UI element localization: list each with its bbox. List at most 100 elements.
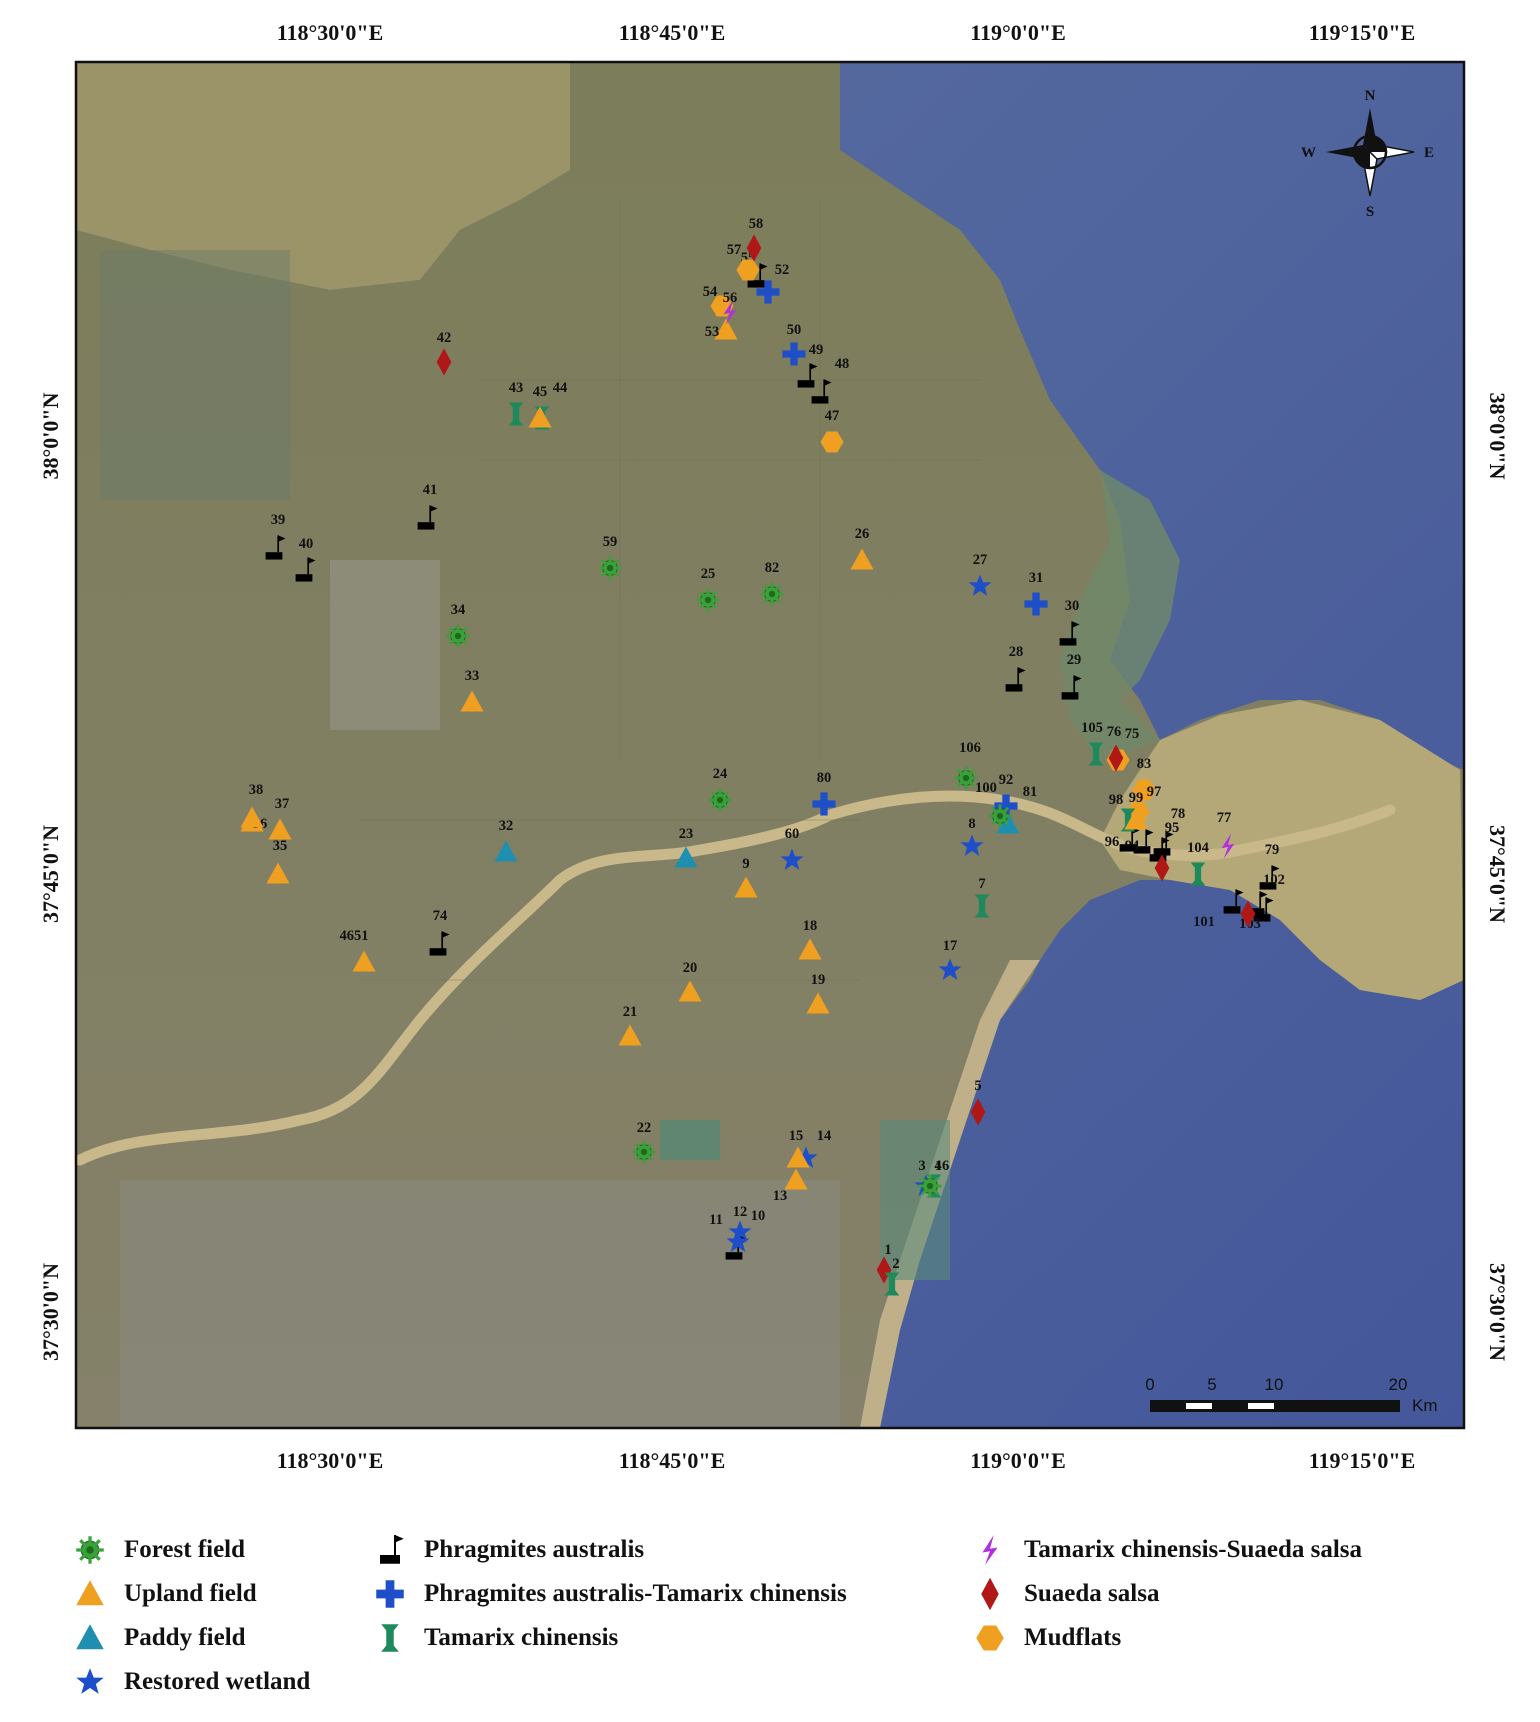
legend-label: Forest field — [124, 1536, 246, 1563]
site-label-60: 60 — [785, 826, 800, 842]
site-label-14: 14 — [817, 1128, 832, 1144]
site-label-26: 26 — [855, 526, 870, 542]
site-label-23: 23 — [679, 826, 694, 842]
site-marker-2 — [884, 1272, 900, 1296]
site-label-11: 11 — [709, 1212, 723, 1228]
site-marker-31 — [1024, 592, 1048, 616]
top-lon-tick: 118°45'0"E — [619, 20, 726, 45]
legend-item-paddy: Paddy field — [70, 1618, 246, 1658]
site-label-9: 9 — [742, 856, 749, 872]
site-marker-95 — [1149, 837, 1170, 862]
site-label-21: 21 — [623, 1004, 638, 1020]
legend-symbol-tamarix-icon — [381, 1624, 399, 1652]
site-label-34: 34 — [451, 602, 466, 618]
north-label-w: W — [1301, 145, 1316, 161]
site-label-98: 98 — [1109, 792, 1124, 808]
left-lat-tick: 37°45'0"N — [38, 825, 63, 923]
site-label-75: 75 — [1125, 726, 1140, 742]
site-marker-83 — [1132, 779, 1156, 801]
site-marker-43 — [508, 402, 524, 426]
site-label-39: 39 — [271, 512, 286, 528]
legend-symbol-suaeda-icon — [981, 1577, 999, 1611]
site-label-15: 15 — [789, 1128, 804, 1144]
scale-tick-10: 10 — [1265, 1375, 1284, 1394]
site-marker-26 — [850, 548, 874, 570]
legend-item-tamarix: Tamarix chinensis — [370, 1618, 618, 1658]
legend-item-suaeda: Suaeda salsa — [970, 1574, 1159, 1614]
site-label-33: 33 — [465, 668, 480, 684]
site-marker-27 — [968, 574, 992, 596]
site-label-19: 19 — [811, 972, 826, 988]
site-label-35: 35 — [273, 838, 288, 854]
legend-item-forest: Forest field — [70, 1530, 245, 1570]
site-label-7: 7 — [978, 876, 985, 892]
bottom-lon-tick: 118°45'0"E — [619, 1448, 726, 1473]
left-lat-tick: 37°30'0"N — [38, 1263, 63, 1361]
scale-unit: Km — [1412, 1396, 1438, 1415]
site-marker-103 — [1247, 891, 1268, 916]
site-label-32: 32 — [499, 818, 514, 834]
site-label-42: 42 — [437, 330, 452, 346]
site-label-99: 99 — [1129, 790, 1144, 806]
coordinate-ticks: 118°30'0"E 118°45'0"E 119°0'0"E 119°15'0"E 1… — [38, 20, 1510, 1473]
site-label-17: 17 — [943, 938, 958, 954]
legend-label: Phragmites australis — [424, 1536, 645, 1563]
legend-item-tamsuaeda: Tamarix chinensis-Suaeda salsa — [970, 1530, 1362, 1570]
site-label-77: 77 — [1217, 810, 1232, 826]
site-label-28: 28 — [1009, 644, 1024, 660]
site-label-13: 13 — [773, 1188, 788, 1204]
site-label-95: 95 — [1165, 820, 1180, 836]
site-marker-37 — [268, 818, 292, 840]
site-marker-55 — [747, 263, 768, 288]
site-label-18: 18 — [803, 918, 818, 934]
site-label-56: 56 — [723, 290, 738, 306]
site-marker-56 — [723, 299, 737, 325]
site-label-27: 27 — [973, 552, 988, 568]
site-marker-22 — [632, 1140, 656, 1164]
site-label-48: 48 — [835, 356, 850, 372]
site-label-5: 5 — [974, 1078, 981, 1094]
site-marker-52 — [756, 280, 780, 304]
legend-item-mudflat: Mudflats — [970, 1618, 1121, 1658]
scale-tick-20: 20 — [1389, 1375, 1408, 1394]
site-label-47: 47 — [825, 408, 840, 424]
site-marker-49 — [797, 363, 818, 388]
site-marker-8 — [960, 834, 984, 856]
site-marker-5 — [970, 1098, 986, 1126]
site-marker-82 — [760, 582, 784, 606]
site-label-105: 105 — [1081, 720, 1103, 736]
site-marker-12 — [726, 1230, 750, 1252]
legend-symbol-paddy-icon — [76, 1624, 104, 1650]
north-label-s: S — [1366, 204, 1374, 220]
site-label-4651: 4651 — [340, 928, 369, 944]
legend-symbol-restored-icon — [76, 1668, 104, 1694]
top-lon-tick: 119°0'0"E — [970, 20, 1066, 45]
site-label-41: 41 — [423, 482, 438, 498]
site-label-81: 81 — [1023, 784, 1038, 800]
site-marker-57 — [736, 259, 760, 281]
right-lat-tick: 37°45'0"N — [1485, 825, 1510, 923]
site-marker-74 — [429, 931, 450, 956]
site-label-8: 8 — [968, 816, 975, 832]
left-lat-tick: 38°0'0"N — [38, 392, 63, 479]
site-marker-15 — [786, 1146, 810, 1168]
site-marker-28 — [1005, 667, 1026, 692]
bottom-lon-tick: 119°0'0"E — [970, 1448, 1066, 1473]
site-label-22: 22 — [637, 1120, 652, 1136]
north-label-n: N — [1365, 88, 1376, 104]
site-label-58: 58 — [749, 216, 764, 232]
site-marker-60 — [780, 848, 804, 870]
site-marker-33 — [460, 690, 484, 712]
legend-item-phrag: Phragmites australis — [370, 1530, 644, 1570]
site-marker-7 — [974, 894, 990, 918]
legend-label: Upland field — [124, 1580, 257, 1607]
site-marker-100 — [988, 804, 1012, 828]
site-marker-20 — [678, 980, 702, 1002]
legend-label: Tamarix chinensis-Suaeda salsa — [1024, 1536, 1363, 1563]
site-label-102: 102 — [1263, 872, 1285, 888]
site-marker-10 — [728, 1220, 752, 1242]
site-marker-48 — [811, 379, 832, 404]
site-marker-106 — [954, 766, 978, 790]
legend-symbol-mudflat-icon — [976, 1625, 1004, 1651]
site-label-79: 79 — [1265, 842, 1280, 858]
